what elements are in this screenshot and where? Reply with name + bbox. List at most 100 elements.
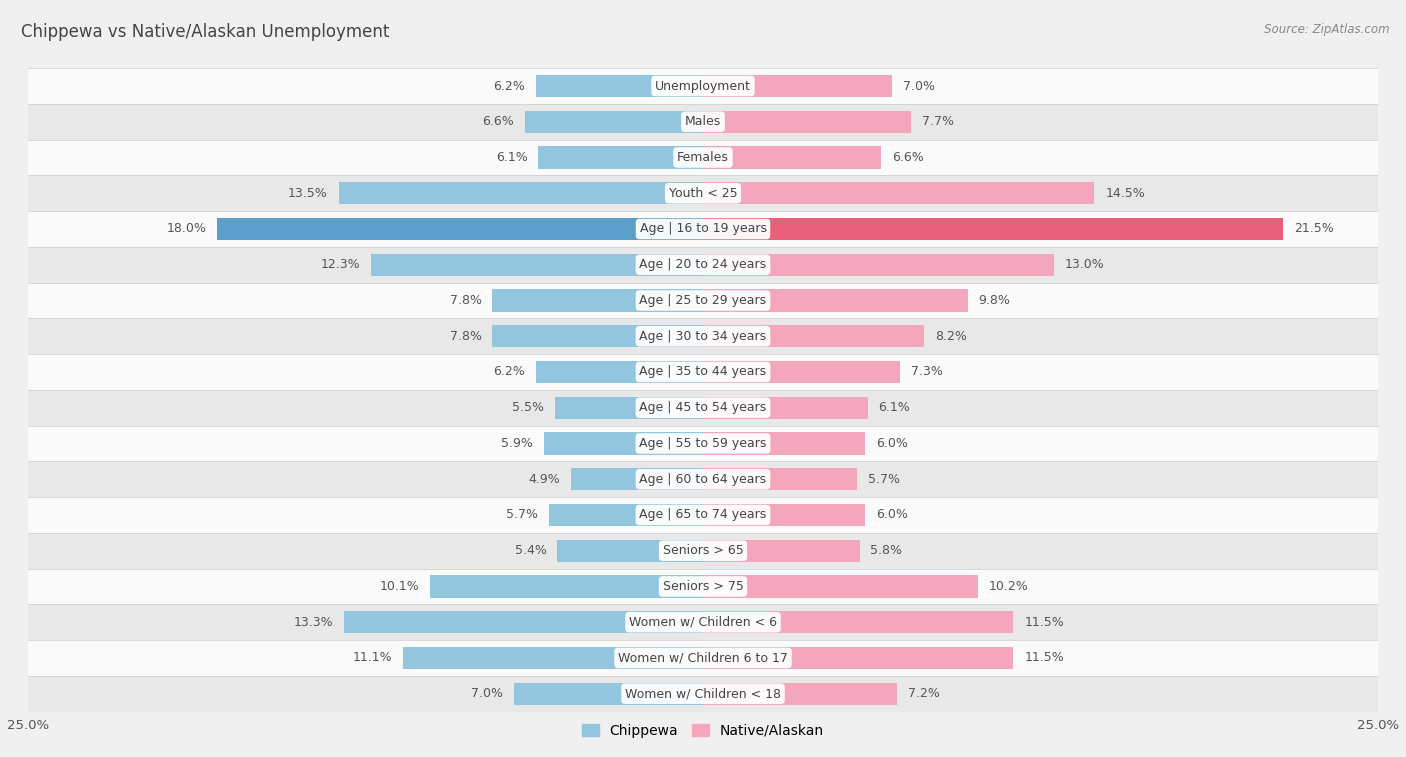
Text: Chippewa vs Native/Alaskan Unemployment: Chippewa vs Native/Alaskan Unemployment xyxy=(21,23,389,41)
Text: Source: ZipAtlas.com: Source: ZipAtlas.com xyxy=(1264,23,1389,36)
Bar xyxy=(217,218,703,240)
Bar xyxy=(703,289,967,312)
Text: 5.8%: 5.8% xyxy=(870,544,903,557)
Bar xyxy=(371,254,703,276)
Text: Age | 30 to 34 years: Age | 30 to 34 years xyxy=(640,330,766,343)
Text: Age | 35 to 44 years: Age | 35 to 44 years xyxy=(640,366,766,378)
Bar xyxy=(28,68,1378,104)
Bar xyxy=(703,182,1094,204)
Text: 7.8%: 7.8% xyxy=(450,294,482,307)
Bar xyxy=(28,676,1378,712)
Text: 8.2%: 8.2% xyxy=(935,330,967,343)
Text: 6.1%: 6.1% xyxy=(496,151,527,164)
Bar xyxy=(404,647,703,669)
Bar xyxy=(703,111,911,132)
Bar xyxy=(28,354,1378,390)
Bar xyxy=(28,390,1378,425)
Text: Youth < 25: Youth < 25 xyxy=(669,187,737,200)
Bar xyxy=(28,319,1378,354)
Text: Women w/ Children 6 to 17: Women w/ Children 6 to 17 xyxy=(619,652,787,665)
Bar xyxy=(492,326,703,347)
Bar xyxy=(544,432,703,454)
Bar xyxy=(703,146,882,169)
Bar xyxy=(557,540,703,562)
Text: 6.2%: 6.2% xyxy=(494,366,524,378)
Text: Females: Females xyxy=(678,151,728,164)
Bar xyxy=(28,497,1378,533)
Text: Males: Males xyxy=(685,115,721,128)
Text: 11.5%: 11.5% xyxy=(1024,652,1064,665)
Bar xyxy=(703,218,1284,240)
Bar xyxy=(28,211,1378,247)
Text: 10.2%: 10.2% xyxy=(990,580,1029,593)
Bar xyxy=(703,575,979,597)
Bar xyxy=(703,683,897,705)
Bar xyxy=(703,468,856,491)
Text: Age | 55 to 59 years: Age | 55 to 59 years xyxy=(640,437,766,450)
Bar xyxy=(536,75,703,97)
Text: 13.0%: 13.0% xyxy=(1064,258,1105,271)
Bar xyxy=(703,361,900,383)
Bar xyxy=(28,139,1378,176)
Bar xyxy=(28,533,1378,569)
Bar xyxy=(344,611,703,634)
Bar xyxy=(28,282,1378,319)
Bar xyxy=(524,111,703,132)
Text: 7.8%: 7.8% xyxy=(450,330,482,343)
Bar xyxy=(550,504,703,526)
Bar xyxy=(536,361,703,383)
Bar xyxy=(515,683,703,705)
Text: 5.7%: 5.7% xyxy=(868,472,900,486)
Bar xyxy=(703,504,865,526)
Text: 11.1%: 11.1% xyxy=(353,652,392,665)
Text: Age | 20 to 24 years: Age | 20 to 24 years xyxy=(640,258,766,271)
Text: 6.6%: 6.6% xyxy=(891,151,924,164)
Legend: Chippewa, Native/Alaskan: Chippewa, Native/Alaskan xyxy=(576,718,830,743)
Bar xyxy=(703,540,859,562)
Bar xyxy=(703,75,891,97)
Text: Age | 60 to 64 years: Age | 60 to 64 years xyxy=(640,472,766,486)
Bar xyxy=(28,461,1378,497)
Text: 5.9%: 5.9% xyxy=(501,437,533,450)
Bar xyxy=(28,425,1378,461)
Text: 5.4%: 5.4% xyxy=(515,544,547,557)
Text: 9.8%: 9.8% xyxy=(979,294,1011,307)
Text: 7.0%: 7.0% xyxy=(471,687,503,700)
Text: 12.3%: 12.3% xyxy=(321,258,360,271)
Text: 7.0%: 7.0% xyxy=(903,79,935,92)
Text: 18.0%: 18.0% xyxy=(166,223,207,235)
Bar xyxy=(554,397,703,419)
Bar xyxy=(703,647,1014,669)
Text: 21.5%: 21.5% xyxy=(1294,223,1334,235)
Text: 13.3%: 13.3% xyxy=(294,615,333,629)
Text: 5.5%: 5.5% xyxy=(512,401,544,414)
Text: 11.5%: 11.5% xyxy=(1024,615,1064,629)
Bar xyxy=(538,146,703,169)
Text: 6.1%: 6.1% xyxy=(879,401,910,414)
Bar xyxy=(492,289,703,312)
Bar xyxy=(28,104,1378,139)
Bar xyxy=(28,640,1378,676)
Text: 4.9%: 4.9% xyxy=(529,472,560,486)
Bar xyxy=(571,468,703,491)
Text: Age | 25 to 29 years: Age | 25 to 29 years xyxy=(640,294,766,307)
Text: Age | 16 to 19 years: Age | 16 to 19 years xyxy=(640,223,766,235)
Text: Seniors > 75: Seniors > 75 xyxy=(662,580,744,593)
Bar xyxy=(703,326,924,347)
Text: Women w/ Children < 18: Women w/ Children < 18 xyxy=(626,687,780,700)
Text: Age | 65 to 74 years: Age | 65 to 74 years xyxy=(640,509,766,522)
Bar xyxy=(339,182,703,204)
Bar xyxy=(703,432,865,454)
Text: Women w/ Children < 6: Women w/ Children < 6 xyxy=(628,615,778,629)
Text: 6.2%: 6.2% xyxy=(494,79,524,92)
Text: Seniors > 65: Seniors > 65 xyxy=(662,544,744,557)
Bar xyxy=(703,611,1014,634)
Text: Age | 45 to 54 years: Age | 45 to 54 years xyxy=(640,401,766,414)
Bar xyxy=(430,575,703,597)
Text: 6.0%: 6.0% xyxy=(876,509,908,522)
Bar xyxy=(703,397,868,419)
Text: 7.7%: 7.7% xyxy=(922,115,953,128)
Text: 10.1%: 10.1% xyxy=(380,580,419,593)
Text: 14.5%: 14.5% xyxy=(1105,187,1144,200)
Bar xyxy=(28,569,1378,604)
